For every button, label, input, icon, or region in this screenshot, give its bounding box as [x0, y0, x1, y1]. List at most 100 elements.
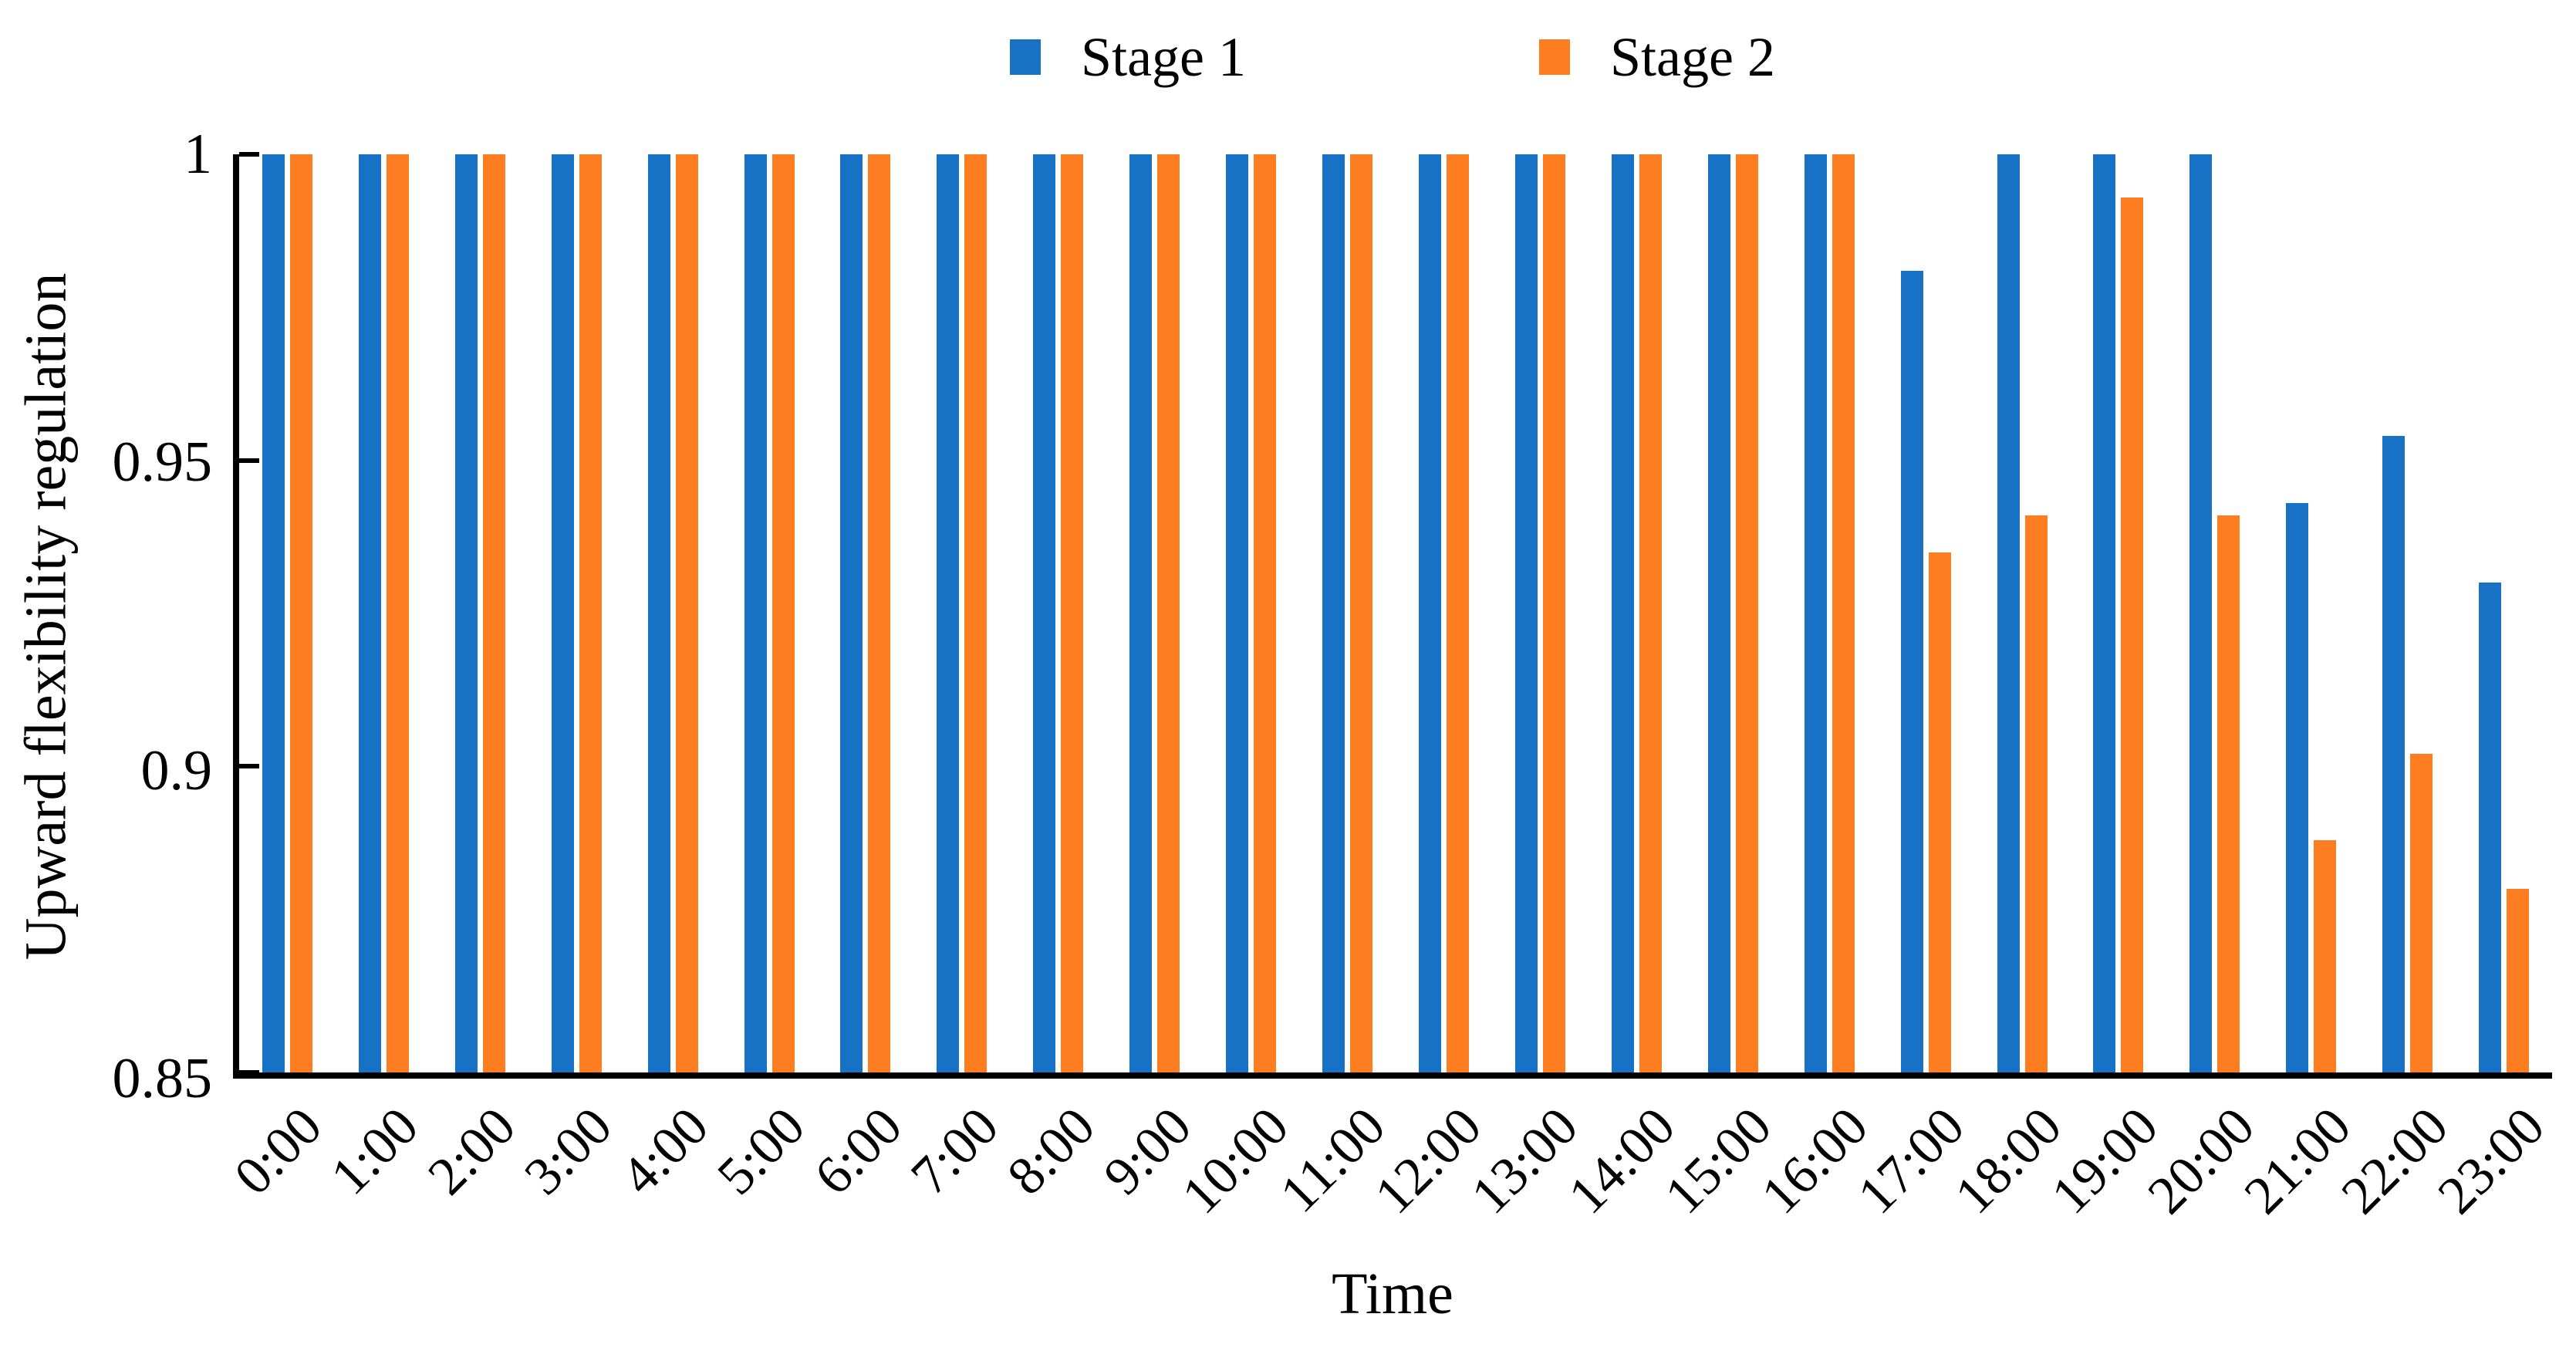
- bar-stage-2-17:00: [1928, 552, 1951, 1072]
- bar-group-2:00: [432, 154, 528, 1072]
- stage-2-swatch-icon: [1539, 39, 1570, 75]
- bar-stage-1-2:00: [454, 154, 478, 1072]
- legend: Stage 1 Stage 2: [233, 29, 2552, 85]
- bar-stage-2-18:00: [2024, 515, 2048, 1072]
- bar-group-8:00: [1010, 154, 1106, 1072]
- bar-stage-2-15:00: [1735, 154, 1758, 1072]
- bar-stage-1-4:00: [647, 154, 670, 1072]
- bar-group-10:00: [1203, 154, 1299, 1072]
- bars-layer: [239, 154, 2552, 1072]
- bar-stage-2-4:00: [675, 154, 698, 1072]
- y-tick-label-0.9: 0.9: [140, 738, 213, 802]
- x-tick-label-13:00: 13:00: [1460, 1096, 1590, 1226]
- bar-group-12:00: [1396, 154, 1492, 1072]
- x-tick-label-12:00: 12:00: [1364, 1096, 1494, 1226]
- bar-stage-1-21:00: [2286, 503, 2309, 1072]
- bar-stage-2-5:00: [771, 154, 795, 1072]
- x-axis-title: Time: [1332, 1261, 1453, 1326]
- x-tick-label-17:00: 17:00: [1847, 1096, 1977, 1226]
- x-tick-label-1:00: 1:00: [320, 1096, 430, 1207]
- x-tick-label-2:00: 2:00: [417, 1096, 527, 1207]
- y-tick-mark-0.85: [239, 1070, 259, 1075]
- bar-group-9:00: [1106, 154, 1203, 1072]
- bar-group-18:00: [1974, 154, 2071, 1072]
- x-tick-label-15:00: 15:00: [1653, 1096, 1783, 1226]
- bar-group-4:00: [625, 154, 721, 1072]
- y-tick-label-0.95: 0.95: [112, 431, 213, 495]
- bar-stage-1-16:00: [1804, 154, 1827, 1072]
- x-tick-label-20:00: 20:00: [2137, 1096, 2267, 1226]
- legend-item-stage-2: Stage 2: [1539, 29, 1775, 85]
- bar-group-23:00: [2456, 154, 2552, 1072]
- bar-stage-2-7:00: [964, 154, 988, 1072]
- bar-stage-1-7:00: [937, 154, 960, 1072]
- bar-stage-1-8:00: [1033, 154, 1056, 1072]
- bar-stage-2-19:00: [2121, 197, 2144, 1072]
- bar-group-0:00: [239, 154, 336, 1072]
- bar-stage-2-8:00: [1061, 154, 1084, 1072]
- x-tick-label-14:00: 14:00: [1557, 1096, 1686, 1226]
- bar-stage-1-10:00: [1226, 154, 1249, 1072]
- bar-group-6:00: [818, 154, 914, 1072]
- x-tick-label-19:00: 19:00: [2040, 1096, 2169, 1226]
- x-tick-label-11:00: 11:00: [1268, 1096, 1396, 1224]
- x-tick-label-3:00: 3:00: [513, 1096, 623, 1207]
- y-tick-mark-0.9: [239, 764, 259, 769]
- bar-stage-1-15:00: [1707, 154, 1730, 1072]
- x-tick-label-5:00: 5:00: [707, 1096, 817, 1207]
- bar-group-22:00: [2359, 154, 2456, 1072]
- bar-group-11:00: [1299, 154, 1396, 1072]
- y-axis-title: Upward flexibility regulation: [13, 272, 79, 961]
- bar-group-15:00: [1685, 154, 1781, 1072]
- bar-stage-2-10:00: [1254, 154, 1277, 1072]
- bar-stage-1-0:00: [262, 154, 285, 1072]
- bar-stage-1-12:00: [1419, 154, 1442, 1072]
- bar-stage-1-23:00: [2479, 583, 2502, 1072]
- bar-stage-1-6:00: [840, 154, 863, 1072]
- y-tick-label-1: 1: [184, 123, 212, 186]
- x-tick-label-21:00: 21:00: [2233, 1096, 2363, 1226]
- x-tick-label-16:00: 16:00: [1751, 1096, 1880, 1226]
- bar-stage-2-14:00: [1639, 154, 1662, 1072]
- bar-stage-1-14:00: [1611, 154, 1634, 1072]
- x-tick-label-18:00: 18:00: [1943, 1096, 2073, 1226]
- x-tick-label-22:00: 22:00: [2330, 1096, 2460, 1226]
- y-tick-label-0.85: 0.85: [112, 1047, 213, 1110]
- bar-stage-1-3:00: [551, 154, 574, 1072]
- bar-stage-1-22:00: [2382, 435, 2406, 1072]
- y-tick-mark-1: [239, 152, 259, 157]
- bar-stage-2-12:00: [1447, 154, 1470, 1072]
- bar-group-19:00: [2071, 154, 2167, 1072]
- y-tick-mark-0.95: [239, 458, 259, 463]
- bar-group-14:00: [1588, 154, 1685, 1072]
- bar-group-3:00: [528, 154, 625, 1072]
- x-tick-label-23:00: 23:00: [2426, 1096, 2556, 1226]
- x-tick-label-8:00: 8:00: [996, 1096, 1107, 1207]
- x-tick-label-0:00: 0:00: [223, 1096, 334, 1207]
- bar-stage-2-0:00: [289, 154, 312, 1072]
- x-tick-label-7:00: 7:00: [900, 1096, 1010, 1207]
- legend-label-stage-2: Stage 2: [1610, 26, 1775, 88]
- stage-1-swatch-icon: [1010, 39, 1042, 75]
- bar-stage-2-3:00: [579, 154, 602, 1072]
- bar-group-1:00: [336, 154, 432, 1072]
- bar-stage-1-5:00: [744, 154, 767, 1072]
- bar-stage-1-9:00: [1129, 154, 1153, 1072]
- bar-group-5:00: [721, 154, 818, 1072]
- legend-label-stage-1: Stage 1: [1081, 26, 1246, 88]
- plot-area: [233, 152, 2552, 1079]
- bar-stage-1-20:00: [2189, 154, 2213, 1072]
- bar-group-20:00: [2166, 154, 2263, 1072]
- bar-stage-2-20:00: [2217, 515, 2240, 1072]
- bar-stage-2-2:00: [482, 154, 505, 1072]
- bar-group-21:00: [2263, 154, 2359, 1072]
- legend-item-stage-1: Stage 1: [1010, 29, 1246, 85]
- bar-stage-2-6:00: [868, 154, 891, 1072]
- x-tick-label-4:00: 4:00: [609, 1096, 721, 1207]
- bar-stage-1-13:00: [1514, 154, 1538, 1072]
- bar-stage-2-23:00: [2507, 889, 2530, 1072]
- bar-group-17:00: [1878, 154, 1974, 1072]
- bar-stage-2-21:00: [2314, 839, 2337, 1072]
- bar-stage-1-17:00: [1900, 270, 1923, 1072]
